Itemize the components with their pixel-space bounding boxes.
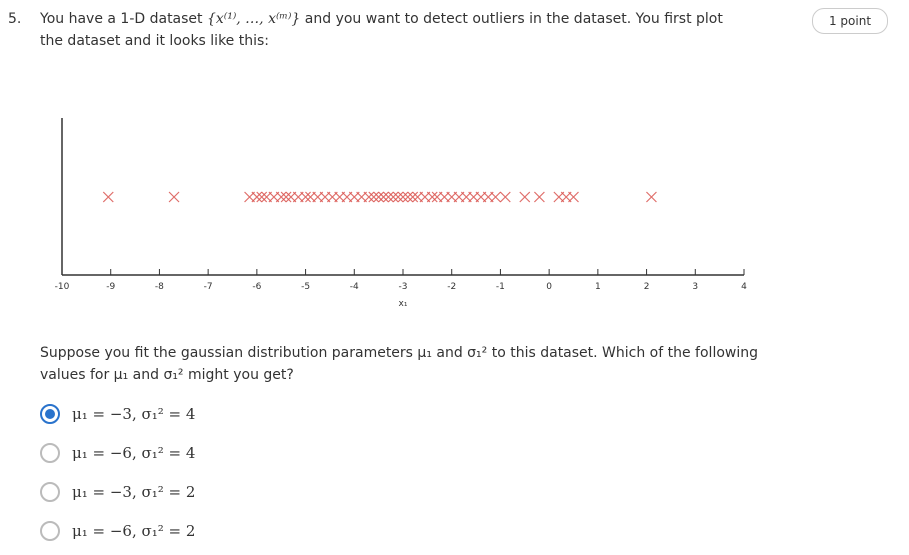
data-point [499,191,511,203]
radio[interactable] [40,404,60,424]
option-label: μ₁ = −6, σ₁² = 2 [72,522,196,540]
data-point [426,191,438,203]
question-prompt: Suppose you fit the gaussian distributio… [40,345,758,383]
data-point [168,191,180,203]
x-tick-label: 1 [595,282,601,292]
math: {x⁽¹⁾, …, x⁽ᵐ⁾} [206,11,301,27]
data-point [490,191,501,203]
radio[interactable] [40,443,60,463]
option[interactable]: μ₁ = −3, σ₁² = 2 [40,477,195,507]
data-point [363,191,375,203]
data-point [378,191,389,203]
radio[interactable] [40,521,60,541]
data-point [275,191,287,203]
x-tick-label: -4 [350,282,359,292]
data-point [402,191,414,203]
radio[interactable] [40,482,60,502]
data-point [533,191,545,203]
x-tick-label: 3 [692,282,698,292]
option-label: μ₁ = −3, σ₁² = 4 [72,405,196,423]
question-intro: You have a 1-D dataset {x⁽¹⁾, …, x⁽ᵐ⁾} a… [40,8,740,52]
x-tick-label: 2 [644,282,650,292]
data-point [646,191,657,203]
x-axis-label: x₁ [399,299,408,309]
data-point [407,191,419,203]
data-point [300,191,311,203]
points-badge: 1 point [812,8,888,34]
option-label: μ₁ = −6, σ₁² = 4 [72,444,196,462]
option[interactable]: μ₁ = −6, σ₁² = 4 [40,438,195,468]
option-label: μ₁ = −3, σ₁² = 2 [72,483,196,501]
x-tick-label: 4 [741,282,747,292]
chart: -10 -9 -8 -7 -6 -5 -4 -3 -2 -1 0 1 2 3 4x₁ [55,118,747,309]
x-tick-label: -7 [204,282,213,292]
question-number: 5. [8,11,22,27]
x-tick-label: 0 [546,282,552,292]
data-point [373,191,385,203]
data-point [280,191,292,203]
data-point [519,191,531,203]
option[interactable]: μ₁ = −6, σ₁² = 2 [40,516,195,546]
data-point [392,191,404,203]
data-point [397,191,409,203]
data-point [256,191,268,203]
x-tick-label: -2 [447,282,456,292]
x-tick-label: -10 [55,282,70,292]
data-point [102,191,114,203]
x-tick-label: -3 [399,282,408,292]
data-point [251,191,263,203]
x-tick-label: -8 [155,282,164,292]
data-point [387,191,399,203]
data-point [568,191,579,203]
data-point [368,191,380,203]
text: and you want to detect outliers in the d… [40,11,723,49]
x-tick-label: -9 [106,282,115,292]
text: You have a 1-D dataset [40,11,207,27]
x-tick-label: -5 [301,282,310,292]
option[interactable]: μ₁ = −3, σ₁² = 4 [40,399,195,429]
x-tick-label: -1 [496,282,505,292]
data-point [382,191,394,203]
x-tick-label: -6 [252,282,261,292]
